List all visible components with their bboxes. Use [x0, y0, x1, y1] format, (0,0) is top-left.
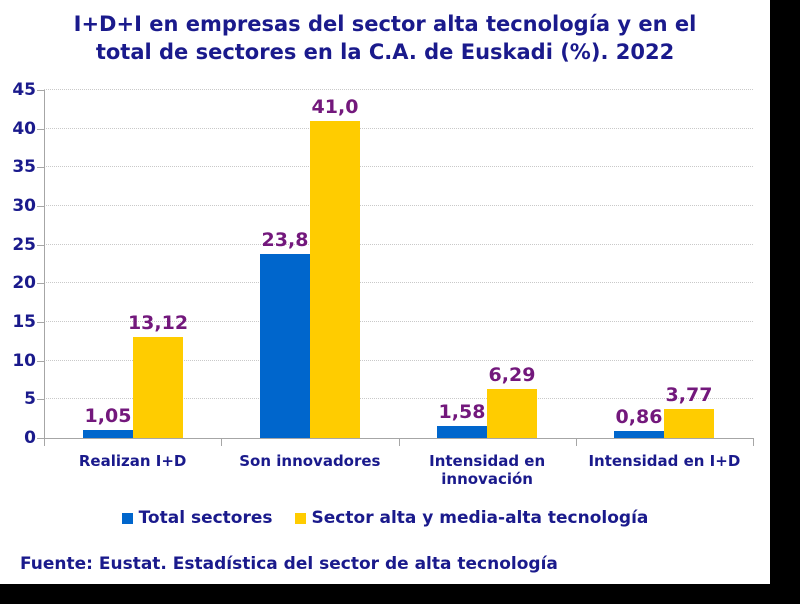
grid-line	[44, 398, 753, 400]
letterbox-bottom	[0, 584, 800, 604]
y-axis-tick-label: 5	[24, 389, 36, 410]
y-axis-tick	[37, 167, 44, 169]
grid-line	[44, 359, 753, 361]
y-axis-tick	[37, 399, 44, 401]
bar-value-label: 1,58	[438, 401, 486, 423]
x-axis-tick	[399, 439, 400, 446]
y-axis-line	[44, 90, 45, 438]
source-note: Fuente: Eustat. Estadística del sector d…	[20, 554, 558, 574]
category-label: Intensidad en innovación	[429, 452, 546, 488]
y-axis-tick	[37, 128, 44, 130]
bar-yellow	[310, 121, 360, 438]
x-axis-tick	[576, 439, 577, 446]
bar-yellow	[487, 389, 537, 438]
y-axis-tick-label: 10	[12, 350, 36, 371]
category-label: Realizan I+D	[78, 452, 187, 470]
grid-line	[44, 243, 753, 245]
grid-line	[44, 282, 753, 284]
bar-value-label: 41,0	[311, 96, 359, 118]
grid-line	[44, 166, 753, 168]
bar-value-label: 6,29	[488, 364, 536, 386]
chart-canvas: I+D+I en empresas del sector alta tecnol…	[0, 0, 770, 584]
bar-value-label: 0,86	[615, 406, 663, 428]
y-axis-tick	[37, 206, 44, 207]
bar-blue	[260, 254, 310, 438]
y-axis-tick-label: 30	[12, 196, 36, 216]
x-axis-tick	[753, 439, 754, 446]
chart-title-line-1: I+D+I en empresas del sector alta tecnol…	[73, 12, 697, 36]
legend-label: Sector alta y media-alta tecnología	[311, 508, 649, 528]
bar-value-label: 23,8	[261, 229, 309, 251]
x-axis-tick	[44, 439, 45, 446]
y-axis-tick-label: 15	[12, 312, 36, 332]
y-axis-tick	[37, 244, 44, 246]
legend-label: Total sectores	[138, 508, 273, 528]
chart-title-line-2: total de sectores en la C.A. de Euskadi …	[95, 40, 675, 64]
y-axis-tick-label: 45	[12, 80, 36, 100]
grid-line	[44, 127, 753, 129]
y-axis-tick-label: 40	[12, 118, 36, 139]
bar-yellow	[133, 337, 183, 438]
x-axis-category-labels: Realizan I+D Son innovadores Intensidad en…	[44, 452, 753, 488]
x-axis-tick	[221, 439, 222, 446]
y-axis-tick	[37, 360, 44, 362]
category-label: Intensidad en I+D	[588, 452, 741, 470]
x-axis-line	[44, 438, 754, 439]
y-axis-tick	[37, 90, 44, 91]
bar-yellow	[664, 409, 714, 438]
legend-swatch-icon	[294, 512, 306, 524]
bar-blue	[437, 426, 487, 438]
grid-line	[44, 89, 753, 90]
y-axis-tick-label: 25	[12, 234, 36, 255]
bar-blue	[83, 430, 133, 438]
legend-item: Total sectores	[121, 508, 273, 528]
bar-value-label: 13,12	[127, 312, 189, 334]
y-axis-tick-label: 20	[12, 273, 36, 294]
bar-value-label: 1,05	[84, 405, 132, 427]
bar-value-label: 3,77	[665, 384, 713, 406]
y-axis-tick-label: 0	[24, 428, 36, 448]
legend-item: Sector alta y media-alta tecnología	[294, 508, 649, 528]
category-label: Son innovadores	[239, 452, 381, 470]
bar-blue	[614, 431, 664, 438]
grid-line	[44, 205, 753, 206]
chart-legend: Total sectores Sector alta y media-alta t…	[0, 508, 770, 528]
y-axis-tick-label: 35	[12, 157, 36, 178]
plot-area: 0 5 10 15 20 25 30 35 40 45 1,05 13,12 23,8 41,0 1,58 6…	[12, 80, 754, 448]
y-axis-tick	[37, 322, 44, 323]
legend-swatch-icon	[121, 512, 133, 524]
y-axis-tick	[37, 283, 44, 285]
grid-line	[44, 321, 753, 322]
chart-title: I+D+I en empresas del sector alta tecnol…	[0, 10, 770, 66]
letterbox-right	[770, 0, 800, 604]
y-axis-tick	[37, 438, 44, 439]
